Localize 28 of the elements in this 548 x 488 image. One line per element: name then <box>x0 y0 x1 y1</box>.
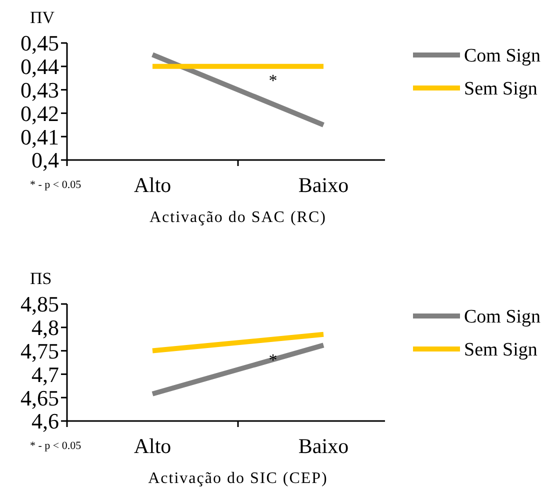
x-tick-label: Baixo <box>298 434 349 458</box>
y-tick-label: 0,42 <box>20 100 59 126</box>
y-axis-title: ΠS <box>30 269 52 288</box>
x-tick-label: Alto <box>134 173 172 197</box>
legend-label: Sem Sign <box>464 340 538 361</box>
y-tick-label: 0,43 <box>20 78 59 102</box>
x-tick-label: Baixo <box>298 173 349 197</box>
y-tick-label: 4,6 <box>32 408 59 434</box>
y-tick-label: 4,85 <box>20 292 59 317</box>
y-tick-label: 4,8 <box>32 315 59 340</box>
annotation: * <box>268 70 278 90</box>
text: * - p < 0.05 <box>30 440 82 452</box>
y-axis-title: ΠV <box>30 8 56 27</box>
legend-label: Com Sign <box>464 306 542 328</box>
x-axis-title: Activação do SIC (CEP) <box>148 470 328 487</box>
y-tick-label: 0,44 <box>20 54 59 80</box>
legend-label: Com Sign <box>464 46 542 67</box>
legend-label: Sem Sign <box>464 78 538 100</box>
y-tick-label: 0,4 <box>32 148 59 173</box>
x-tick-label: Alto <box>134 434 172 458</box>
y-tick-label: 4,75 <box>20 338 59 364</box>
x-axis-title: Activação do SAC (RC) <box>150 209 326 226</box>
y-tick-label: 4,7 <box>32 362 59 387</box>
y-tick-label: 0,45 <box>20 30 59 56</box>
annotation: * <box>268 350 278 370</box>
y-tick-label: 0,41 <box>20 124 59 150</box>
y-tick-label: 4,65 <box>20 385 59 410</box>
text: * - p < 0.05 <box>30 179 82 191</box>
